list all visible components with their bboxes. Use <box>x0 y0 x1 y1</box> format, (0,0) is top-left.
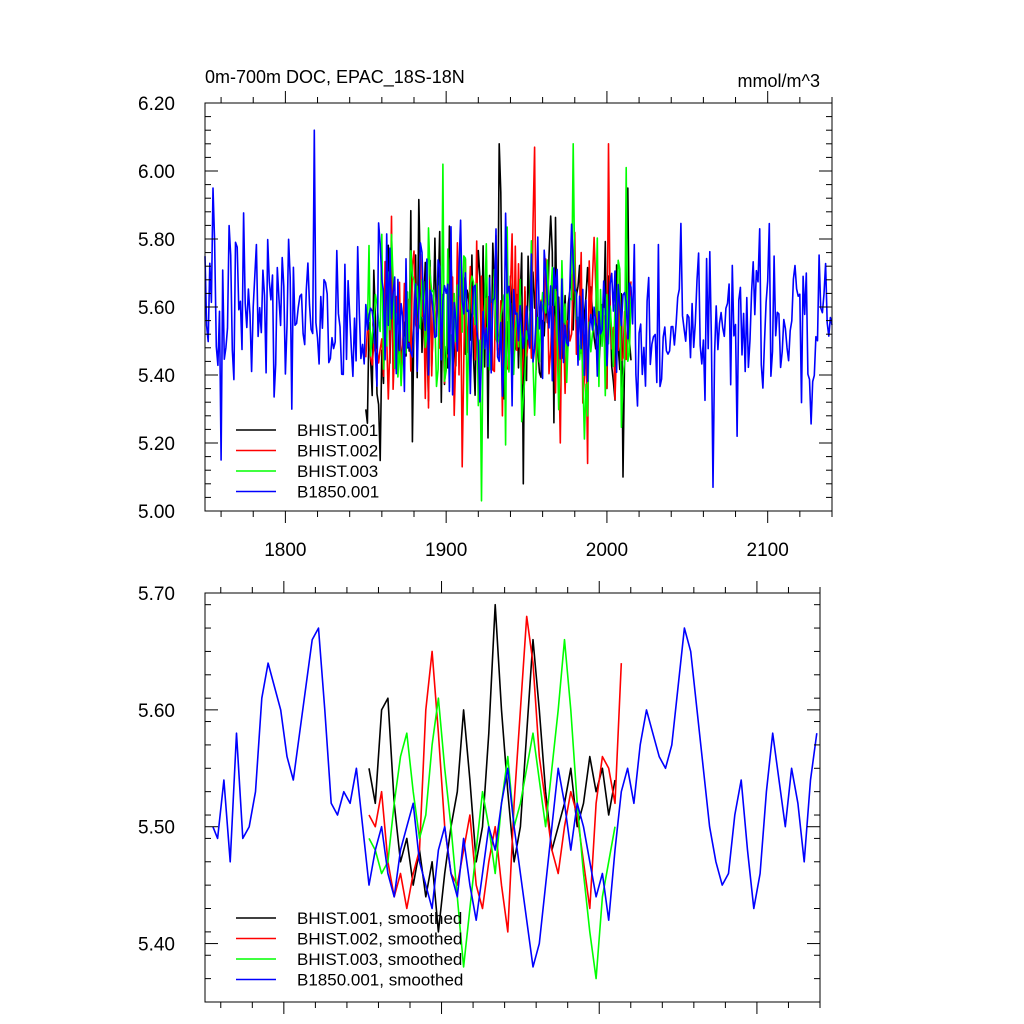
top-panel: 0m-700m DOC, EPAC_18S-18N mmol/m^3 5.005… <box>138 67 833 561</box>
legend-label: BHIST.002, smoothed <box>297 930 462 949</box>
top-panel-title: 0m-700m DOC, EPAC_18S-18N <box>205 67 465 88</box>
top-panel-units: mmol/m^3 <box>738 71 820 91</box>
series-line-bhist-002-smoothed <box>368 615 623 933</box>
bottom-axes: 5.40 5.50 5.60 5.70 <box>138 581 821 1014</box>
series-line-bhist-001-smoothed <box>368 603 616 933</box>
top-plot-frame <box>204 102 833 512</box>
y-tick-label: 6.00 <box>138 162 175 183</box>
x-tick-label: 1800 <box>264 540 306 561</box>
legend-label: BHIST.003, smoothed <box>297 950 462 969</box>
y-tick-label: 5.80 <box>138 230 175 251</box>
top-axes: 5.00 5.20 5.40 5.60 5.80 6.00 6.20 1800 1900 2000… <box>138 91 833 561</box>
bottom-legend: BHIST.001, smoothed BHIST.002, smoothedBH… <box>236 909 463 990</box>
y-tick-label: 5.20 <box>138 434 175 455</box>
x-tick-label: 2100 <box>747 540 789 561</box>
legend-label: BHIST.003 <box>297 462 378 481</box>
bottom-plot-frame <box>204 592 821 1003</box>
bottom-series-layer <box>212 603 818 980</box>
y-tick-label: 5.40 <box>138 366 175 387</box>
bottom-panel: 5.405.505.605.70 BHIST.001, smoothedBHIS… <box>138 581 821 1014</box>
legend-label: BHIST.001 <box>297 421 378 440</box>
legend-label: BHIST.001, smoothed <box>297 909 462 928</box>
y-tick-label: 5.40 <box>138 935 175 956</box>
series-line-b1850-001 <box>204 129 833 488</box>
top-series-layer <box>204 129 833 502</box>
x-tick-label: 2000 <box>586 540 628 561</box>
series-line-bhist-003 <box>365 143 632 502</box>
legend-label: B1850.001, smoothed <box>297 971 463 990</box>
y-tick-label: 5.60 <box>138 701 175 722</box>
y-tick-label: 5.50 <box>138 818 175 839</box>
x-tick-label: 1900 <box>425 540 467 561</box>
y-tick-label: 5.60 <box>138 298 175 319</box>
y-tick-label: 5.70 <box>138 584 175 605</box>
legend-label: BHIST.002 <box>297 442 378 461</box>
series-line-b1850-001-smoothed <box>212 627 818 968</box>
legend-label: B1850.001 <box>297 483 379 502</box>
y-tick-label: 5.00 <box>138 502 175 523</box>
y-tick-label: 6.20 <box>138 94 175 115</box>
series-line-bhist-003-smoothed <box>368 638 616 980</box>
